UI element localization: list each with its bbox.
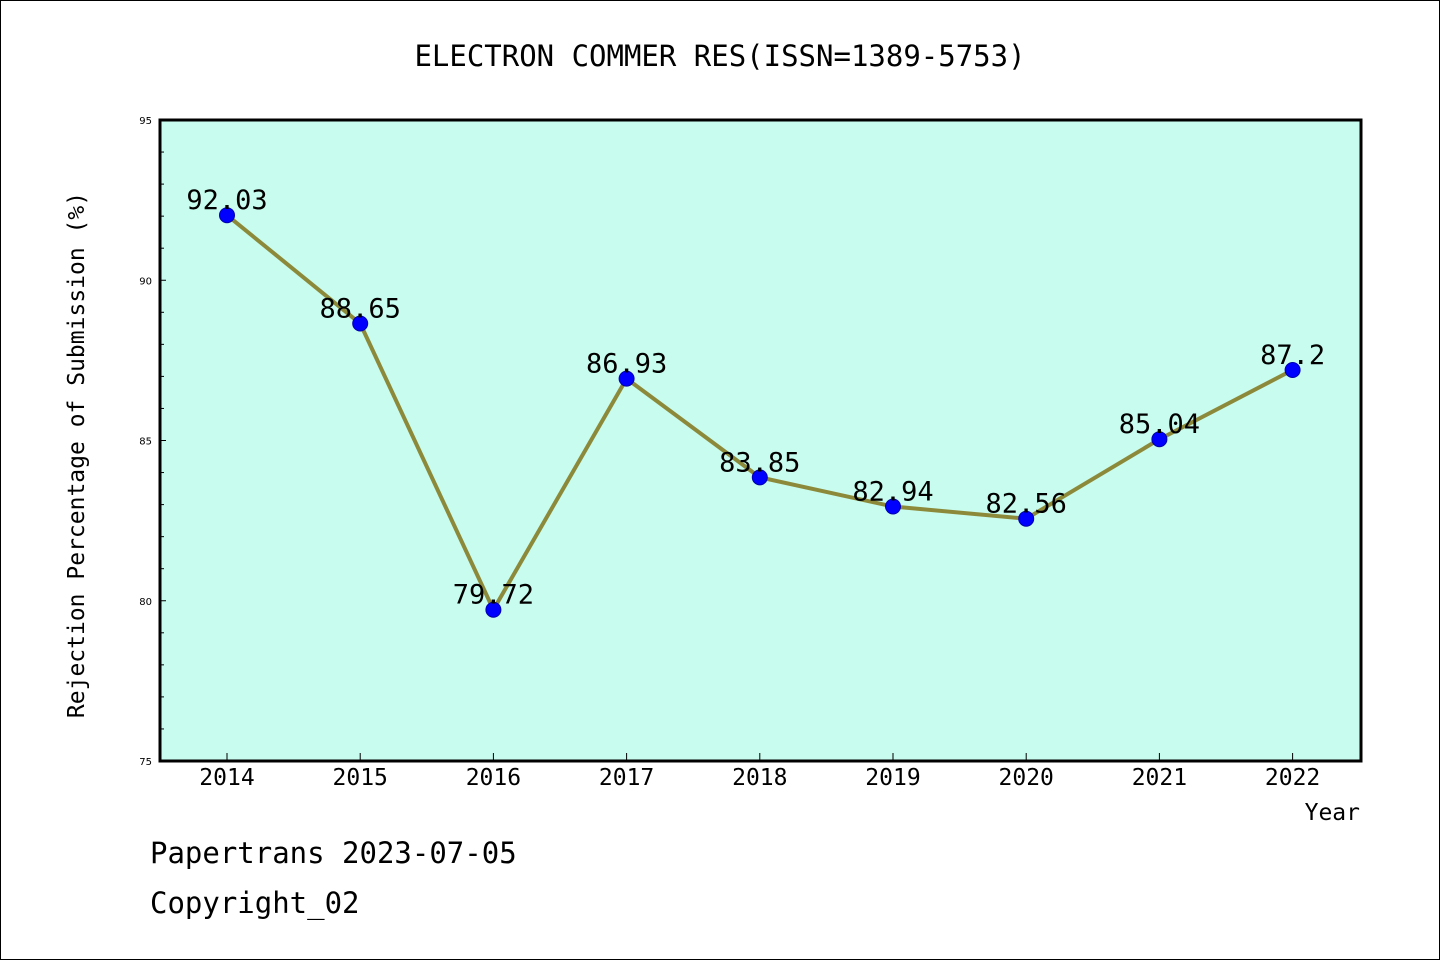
x-tick-label: 2016 bbox=[466, 765, 521, 791]
footer-copyright-text: Copyright_02 bbox=[150, 886, 360, 920]
x-tick-label: 2022 bbox=[1265, 765, 1320, 791]
data-point-2020 bbox=[1018, 510, 1035, 527]
data-label-2018: 83.85 bbox=[719, 447, 800, 478]
data-point-2022 bbox=[1284, 361, 1301, 378]
y-tick-label: 80 bbox=[139, 597, 152, 608]
y-axis: 75 80 85 90 95 bbox=[139, 116, 166, 768]
data-point-2015 bbox=[352, 315, 369, 332]
y-axis-label: Rejection Percentage of Submission (%) bbox=[64, 192, 90, 718]
x-tick-label: 2015 bbox=[333, 765, 388, 791]
chart-title: ELECTRON COMMER RES(ISSN=1389-5753) bbox=[414, 39, 1025, 73]
y-tick-label: 85 bbox=[139, 437, 152, 448]
x-axis: 2014 2015 2016 2017 2018 2019 2020 2021 2022 bbox=[199, 753, 1320, 791]
data-label-2019: 82.94 bbox=[852, 477, 933, 508]
x-tick-label: 2020 bbox=[999, 765, 1054, 791]
x-tick-label: 2021 bbox=[1132, 765, 1187, 791]
y-tick-label: 75 bbox=[139, 757, 152, 768]
x-axis-label: Year bbox=[1305, 800, 1360, 826]
x-tick-label: 2019 bbox=[865, 765, 920, 791]
data-point-2021 bbox=[1151, 431, 1168, 448]
data-label-2015: 88.65 bbox=[320, 294, 401, 325]
data-point-2018 bbox=[751, 469, 768, 486]
data-label-2022: 87.2 bbox=[1260, 340, 1325, 371]
data-point-2016 bbox=[485, 601, 502, 618]
y-tick-label: 95 bbox=[139, 116, 152, 127]
data-label-2016: 79.72 bbox=[453, 580, 534, 611]
y-tick-label: 90 bbox=[139, 276, 152, 287]
plot-area bbox=[158, 118, 1363, 763]
data-point-2019 bbox=[885, 498, 901, 515]
x-tick-label: 2018 bbox=[732, 765, 787, 791]
x-tick-label: 2014 bbox=[199, 765, 254, 791]
footer-date-text: Papertrans 2023-07-05 bbox=[150, 836, 517, 870]
x-tick-label: 2017 bbox=[599, 765, 654, 791]
data-label-2020: 82.56 bbox=[986, 489, 1067, 520]
data-point-2017 bbox=[618, 370, 635, 387]
series-rejection: 92.03 88.65 79.72 86.93 83.85 82.94 82.56 85.04… bbox=[186, 185, 1325, 618]
data-label-2014: 92.03 bbox=[186, 185, 267, 216]
data-label-2021: 85.04 bbox=[1119, 409, 1200, 440]
data-point-2014 bbox=[219, 207, 235, 224]
data-label-2017: 86.93 bbox=[586, 349, 667, 380]
